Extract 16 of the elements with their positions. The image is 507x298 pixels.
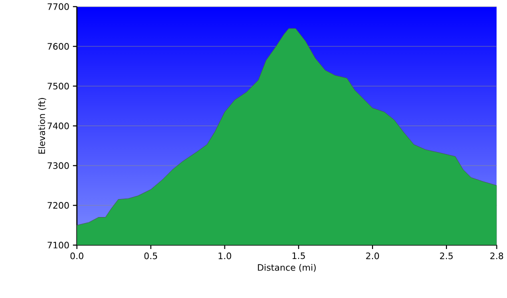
x-tick-label: 1.0 bbox=[218, 252, 232, 260]
y-tick-label: 7700 bbox=[48, 3, 69, 10]
x-tick-label: 0.5 bbox=[144, 252, 158, 260]
x-tick-label: 2.0 bbox=[366, 252, 379, 260]
x-axis-title: Distance (mi) bbox=[258, 264, 316, 272]
y-tick-label: 7200 bbox=[48, 202, 69, 209]
y-tick-label: 7300 bbox=[48, 162, 69, 169]
x-tick-label: 1.5 bbox=[292, 252, 305, 259]
y-axis-title: Elevation (ft) bbox=[38, 98, 46, 154]
y-tick-label: 7500 bbox=[48, 82, 69, 90]
x-tick-label: 2.8 bbox=[490, 252, 504, 260]
x-tick-label: 0.0 bbox=[70, 252, 84, 260]
y-tick-label: 7400 bbox=[48, 122, 69, 130]
x-tick-label: 2.5 bbox=[440, 252, 453, 260]
y-tick-label: 7600 bbox=[48, 42, 69, 50]
y-tick-label: 7100 bbox=[48, 242, 69, 248]
